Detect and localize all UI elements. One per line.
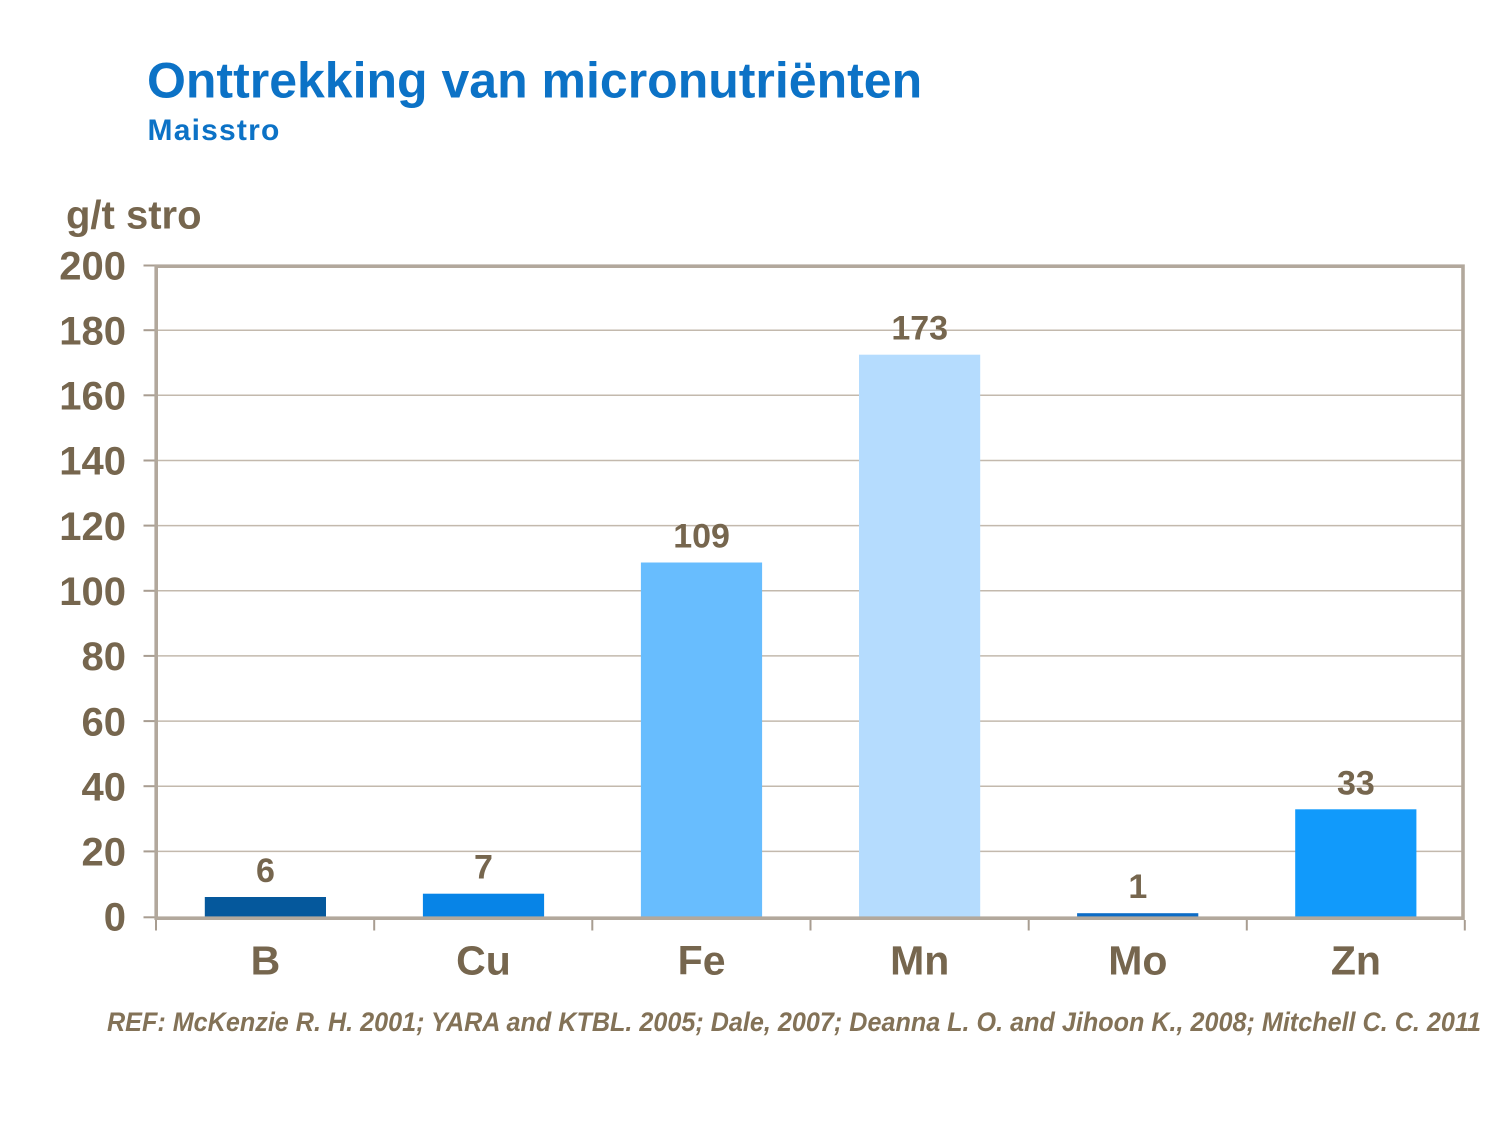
svg-text:g/t stro: g/t stro [66,194,202,238]
svg-text:109: 109 [673,518,730,556]
svg-text:Mn: Mn [890,938,949,984]
svg-text:7: 7 [474,849,493,887]
svg-text:6: 6 [256,852,275,890]
svg-text:140: 140 [59,440,126,484]
svg-text:33: 33 [1337,764,1375,802]
svg-text:Cu: Cu [456,938,511,984]
svg-text:180: 180 [59,309,126,353]
svg-text:B: B [251,938,281,984]
svg-text:20: 20 [82,831,127,875]
svg-text:160: 160 [59,375,126,419]
svg-text:60: 60 [82,700,127,744]
svg-text:Mo: Mo [1108,938,1167,984]
svg-text:Zn: Zn [1331,938,1381,984]
svg-text:Fe: Fe [678,938,726,984]
svg-text:REF: McKenzie R. H. 2001; YARA: REF: McKenzie R. H. 2001; YARA and KTBL.… [107,1007,1481,1037]
svg-text:Maisstro: Maisstro [148,114,281,147]
svg-text:120: 120 [59,505,126,549]
svg-text:1: 1 [1128,868,1147,906]
svg-text:200: 200 [59,245,126,289]
svg-text:Onttrekking van micronutriënte: Onttrekking van micronutriënten [147,53,922,109]
svg-text:100: 100 [59,570,126,614]
svg-text:173: 173 [891,310,948,348]
svg-text:0: 0 [104,896,126,940]
svg-text:40: 40 [82,765,127,809]
svg-text:80: 80 [82,635,127,679]
